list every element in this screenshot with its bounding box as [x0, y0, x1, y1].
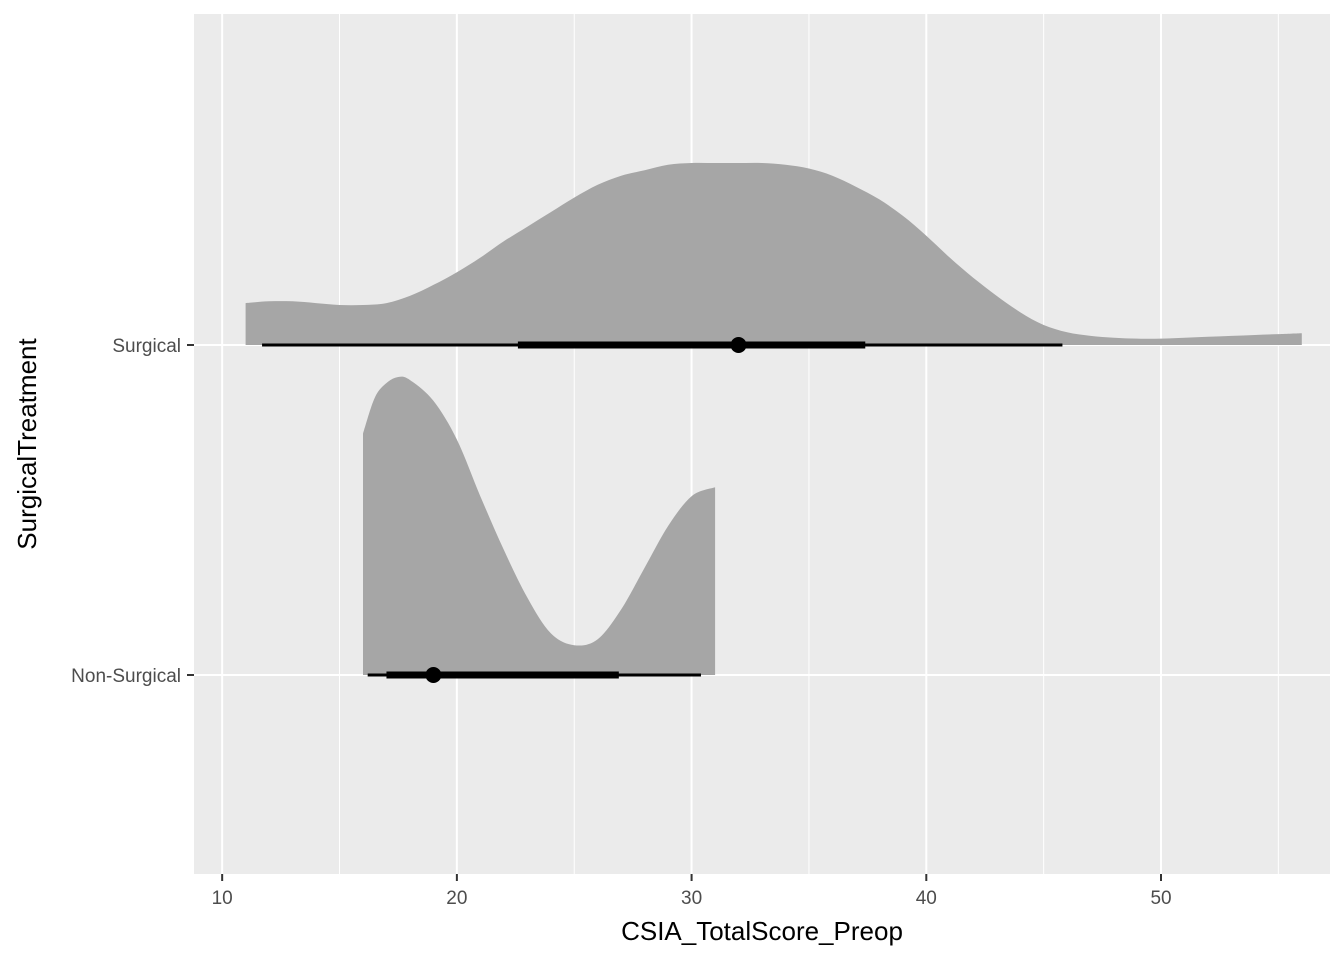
x-axis-title: CSIA_TotalScore_Preop — [621, 916, 903, 946]
interval-layer — [262, 337, 1063, 683]
x-tick-label-20: 20 — [446, 888, 467, 909]
x-tick-label-50: 50 — [1150, 888, 1171, 909]
x-tick-label-40: 40 — [916, 888, 937, 909]
y-axis: Non-Surgical Surgical — [71, 336, 194, 687]
x-tick-label-30: 30 — [681, 888, 702, 909]
median-point-surgical — [730, 337, 747, 353]
y-tick-label-non-surgical: Non-Surgical — [71, 666, 181, 687]
density-layer — [245, 162, 1302, 675]
density-surgical — [245, 162, 1302, 345]
y-tick-label-surgical: Surgical — [112, 336, 181, 357]
minor-gridlines — [339, 14, 1279, 874]
y-axis-title: SurgicalTreatment — [12, 337, 42, 549]
median-point-non-surgical — [425, 667, 442, 683]
x-axis: 10 20 30 40 50 — [212, 874, 1172, 909]
x-tick-label-10: 10 — [212, 888, 233, 909]
density-non-surgical — [363, 376, 716, 675]
